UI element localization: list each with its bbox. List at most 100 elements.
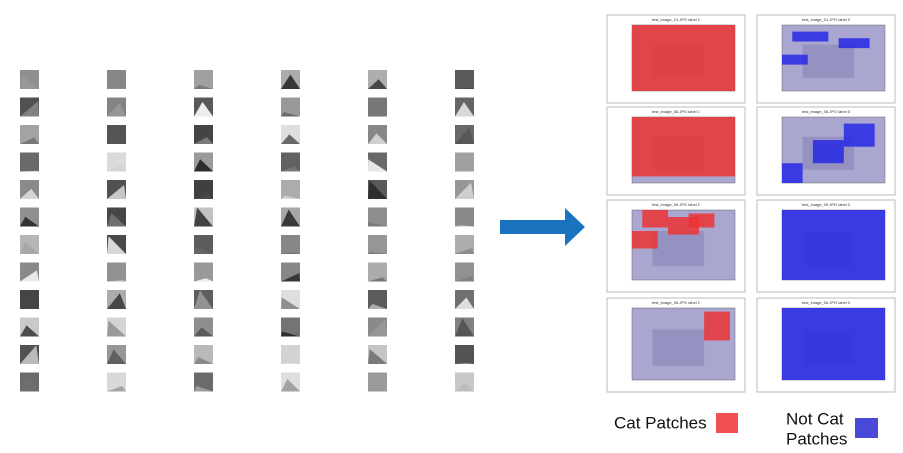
not-cat-patch xyxy=(782,308,885,380)
cat-patch xyxy=(688,213,715,228)
panel-title: test_image_06.JPG label 0 xyxy=(802,300,851,305)
patch-detail xyxy=(20,74,39,89)
not-cat-patch xyxy=(782,54,808,65)
patch-detail xyxy=(455,225,474,227)
panel-title: test_image_01.JPG label 0 xyxy=(802,17,851,22)
patch-detail xyxy=(107,102,126,117)
patch xyxy=(455,152,474,172)
legend-cat-swatch xyxy=(716,413,738,433)
patch-detail xyxy=(368,133,387,144)
patch xyxy=(20,152,39,172)
patch-detail xyxy=(194,246,213,254)
legend-cat-label: Cat Patches xyxy=(614,413,707,432)
patch-detail xyxy=(20,137,39,144)
patch-detail xyxy=(194,290,213,309)
patch-detail xyxy=(281,362,300,364)
patch xyxy=(194,262,213,282)
patch-detail xyxy=(194,385,213,392)
patch-detail xyxy=(20,101,39,117)
panel-title: test_image_01.JPG label 1 xyxy=(652,17,701,22)
patch-detail xyxy=(194,207,213,227)
patch-detail xyxy=(368,319,387,337)
patch-detail xyxy=(455,88,474,89)
not-cat-patch xyxy=(782,163,803,183)
patch-detail xyxy=(107,385,126,392)
patch-detail xyxy=(281,331,300,337)
plot-image-shade xyxy=(652,329,705,366)
patch-detail xyxy=(455,297,474,309)
patch-detail xyxy=(107,279,126,282)
patch xyxy=(455,345,474,364)
patch xyxy=(107,262,126,282)
panel-title: test_image_08.JPG label 0 xyxy=(802,109,851,114)
patch-detail xyxy=(20,216,39,227)
patch xyxy=(281,317,300,337)
patch-detail xyxy=(20,241,39,254)
patch-detail xyxy=(281,378,300,392)
patch-detail xyxy=(368,159,387,172)
patch-detail xyxy=(455,382,474,392)
legend-not-cat-swatch xyxy=(855,418,878,438)
patch-detail xyxy=(455,318,474,337)
arrow xyxy=(500,208,585,246)
patch xyxy=(455,207,474,227)
patch-detail xyxy=(368,115,387,117)
patch-detail xyxy=(20,188,39,199)
legend-not-cat-label: Patches xyxy=(786,429,847,448)
cat-patch xyxy=(704,311,730,341)
patch-detail xyxy=(107,236,126,254)
cat-patch xyxy=(632,25,735,91)
patch-detail xyxy=(194,84,213,89)
patch-detail xyxy=(455,363,474,364)
patch xyxy=(281,152,300,172)
patch-detail xyxy=(455,101,474,117)
patch xyxy=(20,290,39,309)
patch-detail xyxy=(20,170,39,172)
patch-detail xyxy=(368,304,387,309)
patch xyxy=(368,207,387,227)
cat-patch xyxy=(632,117,735,177)
patch-detail xyxy=(281,273,300,282)
patch-detail xyxy=(281,252,300,254)
patch xyxy=(455,70,474,89)
patch-detail xyxy=(455,276,474,282)
patch-detail xyxy=(281,209,300,227)
panel-title: test_image_06.JPG label 1 xyxy=(652,300,701,305)
patch xyxy=(281,235,300,254)
patch-detail xyxy=(368,252,387,254)
patch-detail xyxy=(107,349,126,364)
patch-detail xyxy=(107,86,126,89)
patch-detail xyxy=(194,159,213,172)
patch-detail xyxy=(368,348,387,364)
patch xyxy=(281,97,300,117)
patch-detail xyxy=(368,379,387,392)
not-cat-patch xyxy=(812,140,844,164)
patch-detail xyxy=(194,356,213,364)
not-cat-patch xyxy=(838,38,870,49)
patch-detail xyxy=(194,193,213,199)
patch-detail xyxy=(281,297,300,309)
patch-detail xyxy=(455,127,474,144)
patch-detail xyxy=(281,74,300,89)
patch-detail xyxy=(281,134,300,144)
patch xyxy=(368,235,387,254)
patch-detail xyxy=(107,320,126,337)
patch xyxy=(455,262,474,282)
patch xyxy=(368,97,387,117)
not-cat-patch xyxy=(843,123,875,147)
patch-detail xyxy=(368,221,387,227)
panel-title: test_image_09.JPG label 0 xyxy=(802,202,851,207)
patch-detail xyxy=(368,277,387,282)
cat-patch xyxy=(632,231,658,249)
patch-detail xyxy=(107,293,126,309)
patch-detail xyxy=(368,79,387,89)
not-cat-patch xyxy=(792,31,829,42)
patch-detail xyxy=(455,182,474,199)
plot-image-shade xyxy=(652,231,705,266)
patch-detail xyxy=(281,195,300,199)
plot-image-shade xyxy=(802,44,855,78)
patch-detail xyxy=(20,270,39,282)
patch-detail xyxy=(194,137,213,144)
patch-detail xyxy=(368,180,387,199)
